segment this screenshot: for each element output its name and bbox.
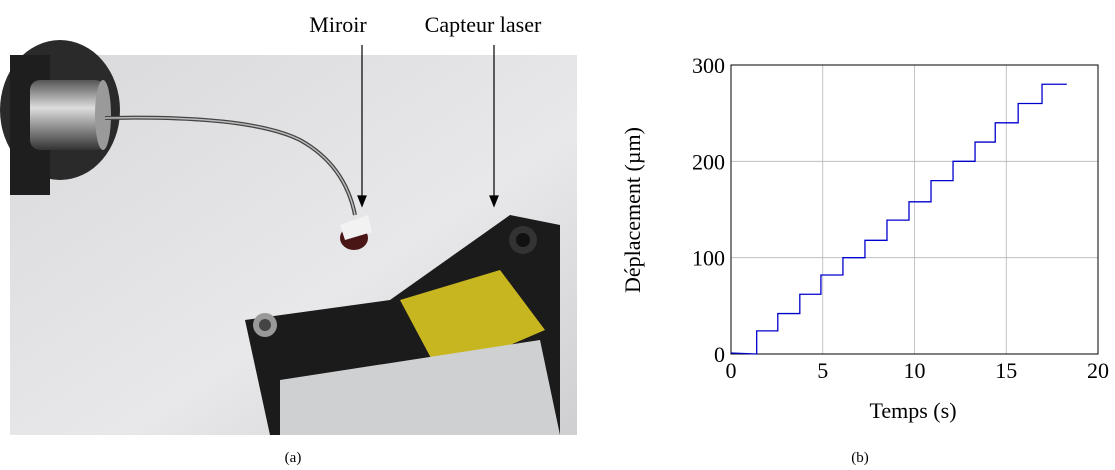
x-tick-label: 0 bbox=[726, 358, 737, 383]
caption: (b) bbox=[851, 450, 869, 466]
plot-frame bbox=[730, 64, 1099, 355]
y-tick-label: 300 bbox=[692, 53, 725, 78]
y-tick-label: 0 bbox=[714, 342, 725, 367]
y-tick-label: 100 bbox=[692, 246, 725, 271]
x-tick-label: 10 bbox=[904, 358, 926, 383]
photo bbox=[0, 40, 577, 435]
x-tick-label: 5 bbox=[817, 358, 828, 383]
data-line bbox=[730, 83, 1067, 355]
y-tick-label: 200 bbox=[692, 149, 725, 174]
x-tick-label: 20 bbox=[1087, 358, 1109, 383]
arrows bbox=[357, 45, 499, 208]
annotation: Miroir bbox=[309, 12, 367, 37]
y-axis-label: Déplacement (µm) bbox=[620, 127, 645, 293]
x-tick-label: 15 bbox=[995, 358, 1017, 383]
annotation: Capteur laser bbox=[425, 12, 542, 37]
caption: (a) bbox=[285, 450, 302, 466]
x-axis-label: Temps (s) bbox=[869, 398, 956, 423]
